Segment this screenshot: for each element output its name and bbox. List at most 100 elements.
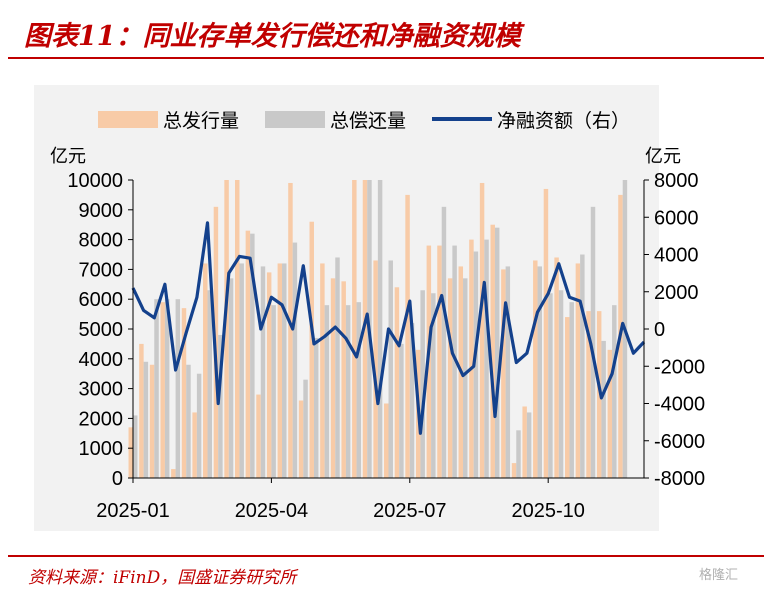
- legend-swatch-issue: [98, 111, 158, 128]
- right-tick-label: 0: [654, 319, 665, 341]
- issue-bar: [543, 188, 549, 478]
- repay-bar: [580, 254, 585, 478]
- repay-bar: [388, 260, 393, 478]
- repay-bar: [526, 412, 532, 478]
- issue-bar: [384, 403, 389, 478]
- issue-bar: [447, 278, 453, 478]
- issue-bar: [373, 260, 378, 478]
- repay-bar: [431, 293, 436, 478]
- repay-bar: [409, 323, 415, 478]
- repay-bar: [516, 430, 521, 478]
- repay-bar: [484, 239, 489, 478]
- repay-bar: [452, 245, 457, 478]
- repay-bar: [164, 299, 170, 478]
- issue-bar: [298, 400, 304, 478]
- repay-bar: [505, 266, 511, 478]
- repay-bar: [186, 364, 191, 478]
- repay-bar: [473, 251, 479, 478]
- net-line: [131, 221, 646, 435]
- repay-bar: [143, 361, 149, 478]
- issue-bar: [501, 269, 506, 478]
- x-tick-label: 2025-10: [511, 500, 584, 522]
- legend-swatch-repay: [265, 111, 325, 128]
- repay-bar: [303, 379, 308, 478]
- issue-bar: [533, 260, 538, 478]
- issue-bar: [320, 263, 325, 478]
- repay-bar: [218, 334, 223, 478]
- repay-bar: [345, 305, 351, 478]
- title-rule: [8, 57, 764, 59]
- repay-bar: [548, 293, 553, 478]
- repay-bar: [612, 305, 617, 478]
- x-tick-label: 2025-04: [235, 500, 308, 522]
- repay-bar: [260, 266, 266, 478]
- repay-bar: [356, 302, 362, 478]
- repay-bar: [335, 257, 340, 478]
- issue-bar: [203, 263, 208, 478]
- repay-bar: [569, 302, 574, 478]
- source-note: 资料来源：iFinD，国盛证券研究所: [28, 568, 297, 588]
- issue-bar: [405, 194, 410, 478]
- issue-bar: [437, 245, 442, 478]
- issue-bar: [575, 263, 581, 478]
- repay-bar: [377, 180, 383, 478]
- repay-bar: [196, 373, 202, 478]
- repay-bar: [494, 227, 500, 478]
- repay-bar: [133, 415, 138, 478]
- legend: 总发行量 总偿还量 净融资额（右）: [98, 110, 630, 132]
- repay-bar: [590, 206, 596, 478]
- left-tick-label: 4000: [79, 349, 124, 371]
- legend-label-net: 净融资额（右）: [497, 110, 630, 132]
- issue-bar: [224, 180, 229, 478]
- repay-bar: [228, 278, 234, 478]
- left-tick-label: 1000: [79, 438, 124, 460]
- watermark-logo: 格隆汇: [699, 568, 739, 583]
- issue-bar: [181, 308, 187, 478]
- legend-label-repay: 总偿还量: [330, 110, 406, 132]
- left-axis-unit: 亿元: [50, 146, 86, 166]
- right-tick-label: 4000: [654, 245, 699, 267]
- issue-bar: [490, 224, 495, 478]
- net-financing-line: [131, 221, 646, 435]
- issue-bar: [565, 317, 570, 478]
- repay-bar: [313, 337, 319, 478]
- issue-bar: [234, 180, 240, 478]
- left-tick-label: 2000: [79, 408, 124, 430]
- repay-bar: [537, 266, 543, 478]
- issue-bar: [330, 278, 336, 478]
- repay-bar: [399, 343, 404, 478]
- repay-bar: [601, 340, 606, 478]
- issue-bar: [511, 463, 517, 478]
- issue-bar: [469, 239, 474, 478]
- repay-bar: [239, 263, 244, 478]
- repay-bar: [154, 299, 159, 478]
- repay-bar: [292, 242, 298, 478]
- repay-bar: [250, 233, 255, 478]
- issue-bar: [554, 257, 559, 478]
- issue-bar: [171, 469, 176, 478]
- figure-title: 图表11：同业存单发行偿还和净融资规模: [24, 21, 521, 52]
- issue-bar: [277, 263, 283, 478]
- left-tick-label: 7000: [79, 259, 124, 281]
- left-tick-label: 10000: [67, 170, 123, 192]
- x-tick-label: 2025-01: [96, 500, 169, 522]
- source-rule: [8, 555, 764, 557]
- issue-bar: [245, 230, 251, 478]
- issue-bar: [160, 302, 165, 478]
- left-tick-label: 6000: [79, 289, 124, 311]
- left-tick-label: 0: [112, 468, 123, 490]
- repay-bar: [463, 278, 468, 478]
- right-tick-label: 2000: [654, 282, 699, 304]
- axes: 0 1000 2000 3000 4000 5000 6000 7000 8000 9000 100…: [67, 170, 705, 522]
- left-tick-label: 3000: [79, 379, 124, 401]
- issue-bar: [341, 281, 346, 478]
- issue-bar: [352, 180, 357, 478]
- repay-bar: [558, 290, 564, 478]
- right-tick-label: -2000: [654, 356, 705, 378]
- x-tick-label: 2025-07: [373, 500, 446, 522]
- issue-bar: [309, 221, 314, 478]
- repay-bar: [282, 263, 287, 478]
- right-axis-unit: 亿元: [645, 146, 681, 166]
- issue-bar: [256, 394, 261, 478]
